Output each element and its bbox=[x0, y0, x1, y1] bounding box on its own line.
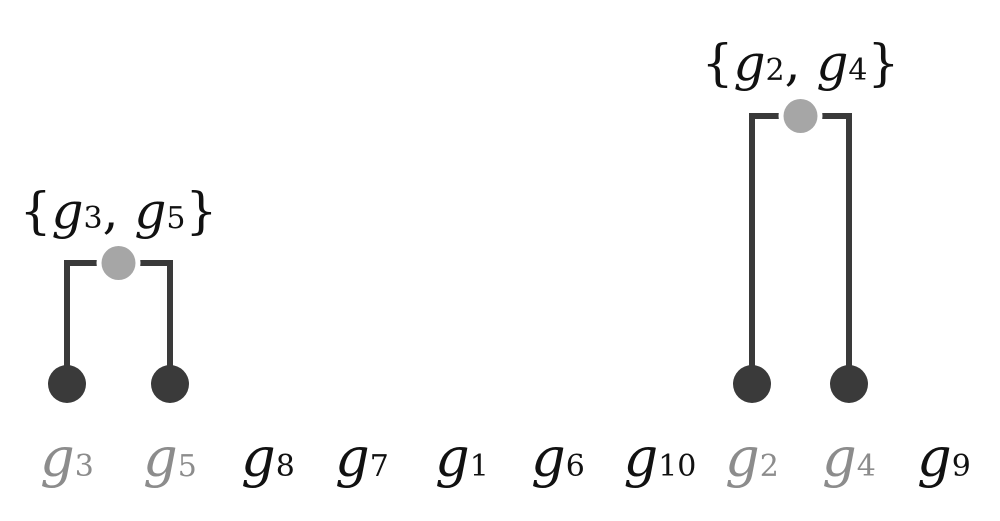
leaf-label-base: g bbox=[435, 426, 470, 489]
leaf-label-g7: g7 bbox=[335, 426, 389, 489]
cluster-label-cluster-g3-g5: {g3, g5} bbox=[20, 182, 218, 240]
leaf-label-base: g bbox=[531, 426, 566, 489]
merge-node-cluster-g3-g5 bbox=[101, 246, 136, 280]
cluster-label-open: { bbox=[20, 182, 52, 240]
leaf-node-g5 bbox=[151, 365, 189, 403]
leaf-labels-layer: g3 g5 g8 g7 g1 g6 g10 g2 g4 g9 bbox=[40, 426, 971, 489]
leaf-label-subscript: 4 bbox=[857, 449, 876, 484]
leaf-label-subscript: 10 bbox=[658, 449, 696, 484]
cluster-label-sep: , bbox=[785, 34, 817, 92]
leaf-label-base: g bbox=[822, 426, 857, 489]
cluster-label-close: } bbox=[868, 34, 900, 92]
leaf-label-g8: g8 bbox=[241, 426, 295, 489]
cluster-label-sep: , bbox=[103, 182, 135, 240]
cluster-label-base1: g bbox=[51, 182, 83, 240]
cluster-label-base1: g bbox=[733, 34, 765, 92]
leaf-label-subscript: 3 bbox=[75, 449, 94, 484]
leaf-node-g4 bbox=[830, 365, 868, 403]
leaf-label-base: g bbox=[335, 426, 370, 489]
brackets-layer bbox=[64, 113, 852, 369]
leaf-label-g1: g1 bbox=[435, 426, 489, 489]
leaf-label-g5: g5 bbox=[143, 426, 197, 489]
leaf-label-g10: g10 bbox=[624, 426, 697, 489]
cluster-label-sub2: 4 bbox=[848, 53, 867, 88]
leaf-label-subscript: 5 bbox=[178, 449, 197, 484]
leaf-label-g6: g6 bbox=[531, 426, 585, 489]
leaf-label-subscript: 1 bbox=[470, 449, 489, 484]
cluster-label-base2: g bbox=[816, 34, 848, 92]
bracket-cluster-g2-g4 bbox=[749, 113, 852, 369]
leaf-label-base: g bbox=[917, 426, 952, 489]
leaf-label-subscript: 7 bbox=[370, 449, 389, 484]
cluster-label-cluster-g2-g4: {g2, g4} bbox=[702, 34, 900, 92]
cluster-label-sub1: 2 bbox=[766, 53, 785, 88]
cluster-labels-layer: {g3, g5}{g2, g4} bbox=[20, 34, 900, 240]
leaf-label-g2: g2 bbox=[725, 426, 779, 489]
leaf-label-g3: g3 bbox=[40, 426, 94, 489]
leaf-node-g3 bbox=[48, 365, 86, 403]
leaf-label-base: g bbox=[725, 426, 760, 489]
leaf-label-g9: g9 bbox=[917, 426, 971, 489]
leaf-node-g2 bbox=[733, 365, 771, 403]
leaf-label-base: g bbox=[40, 426, 75, 489]
cluster-label-base2: g bbox=[134, 182, 166, 240]
leaf-label-g4: g4 bbox=[822, 426, 876, 489]
cluster-label-sub1: 3 bbox=[84, 201, 103, 236]
leaf-label-base: g bbox=[143, 426, 178, 489]
merge-node-cluster-g2-g4 bbox=[783, 99, 818, 133]
leaf-label-base: g bbox=[241, 426, 276, 489]
leaf-label-subscript: 6 bbox=[566, 449, 585, 484]
cluster-label-close: } bbox=[186, 182, 218, 240]
leaf-label-subscript: 2 bbox=[760, 449, 779, 484]
leaf-label-subscript: 8 bbox=[276, 449, 295, 484]
cluster-label-open: { bbox=[702, 34, 734, 92]
leaf-label-subscript: 9 bbox=[952, 449, 971, 484]
nodes-layer bbox=[48, 94, 868, 403]
leaf-label-base: g bbox=[624, 426, 659, 489]
cluster-label-sub2: 5 bbox=[166, 201, 185, 236]
